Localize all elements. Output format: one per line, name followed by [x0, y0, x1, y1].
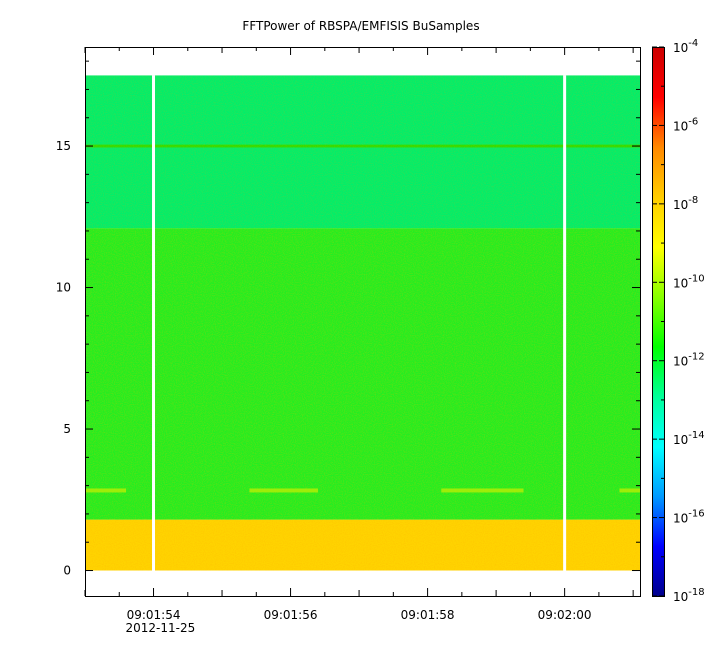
x-tick-label: 09:01:56	[264, 608, 318, 622]
y-tick-label: 0	[63, 564, 71, 578]
colorbar-ticks: 10-18 10-16 10-14 10-12 10-10 10-8 10-6 10-4	[652, 38, 705, 604]
y-tick-label: 5	[63, 422, 71, 436]
wisp-1	[249, 488, 318, 493]
y-tick-label: 15	[56, 139, 71, 153]
y-axis: 0 5 10 15	[56, 60, 640, 578]
colorbar-tick-label: 10-6	[673, 116, 698, 133]
colorbar-rect	[652, 47, 665, 597]
wisp-0	[85, 488, 127, 493]
x-date-label: 2012-11-25	[126, 621, 196, 635]
x-tick-label: 09:01:54	[127, 608, 181, 622]
plot-frame	[85, 47, 641, 597]
colorbar-tick-label: 10-8	[673, 195, 698, 212]
y-tick-label: 10	[56, 281, 71, 295]
x-tick-label: 09:01:58	[401, 608, 455, 622]
speckle-overlay-green	[85, 228, 640, 520]
spectrogram-noise	[85, 75, 640, 571]
empty-region-top	[85, 47, 640, 76]
empty-region-bottom	[85, 570, 640, 596]
wisp-2	[441, 488, 524, 493]
x-axis: 09:01:54 09:01:56 09:01:58 09:02:00	[84, 47, 634, 622]
colorbar: 10-18 10-16 10-14 10-12 10-10 10-8 10-6 10-4	[652, 38, 705, 604]
data-gaps	[85, 47, 640, 596]
spectrogram-plot-area	[85, 47, 641, 597]
colorbar-tick-label: 10-4	[673, 38, 698, 55]
colorbar-tick-label: 10-16	[673, 509, 705, 526]
data-gap-1	[563, 75, 567, 571]
colorbar-tick-label: 10-12	[673, 352, 705, 369]
chart-title: FFTPower of RBSPA/EMFISIS BuSamples	[242, 19, 479, 33]
x-tick-label: 09:02:00	[538, 608, 592, 622]
data-gap-0	[152, 75, 156, 571]
colorbar-tick-label: 10-14	[673, 430, 705, 447]
colorbar-tick-label: 10-10	[673, 273, 705, 290]
wisp-3	[619, 488, 640, 493]
colorbar-tick-label: 10-18	[673, 587, 705, 604]
